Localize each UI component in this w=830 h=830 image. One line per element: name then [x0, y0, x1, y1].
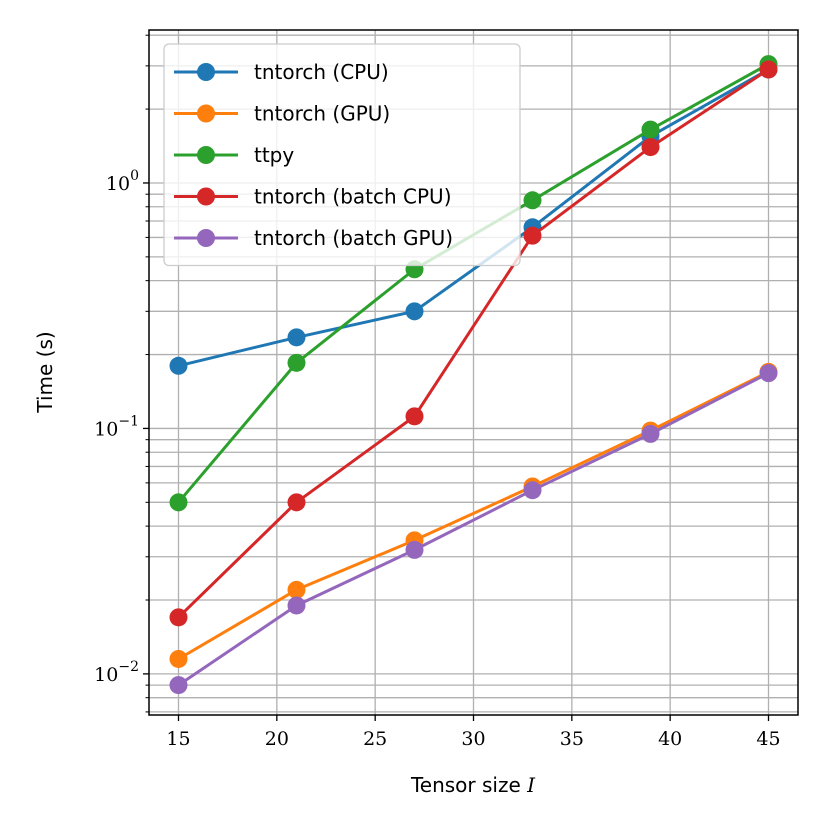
data-point: [287, 596, 306, 615]
x-axis-label-variable: I: [526, 773, 536, 797]
legend-entry: ttpy: [174, 143, 294, 167]
data-point: [169, 493, 188, 512]
y-axis-label: Time (s): [33, 331, 57, 413]
data-point: [169, 356, 188, 375]
data-point: [759, 364, 778, 383]
legend-label: tntorch (CPU): [254, 60, 389, 84]
x-tick-label: 40: [658, 728, 682, 750]
y-tick-base: 10: [94, 664, 118, 686]
y-tick-label: 100: [106, 168, 139, 195]
x-tick-label: 35: [560, 728, 584, 750]
legend-entry: tntorch (batch CPU): [174, 185, 452, 209]
legend-marker: [197, 146, 215, 164]
y-tick-label: 10−1: [94, 413, 139, 440]
data-point: [405, 407, 424, 426]
data-point: [287, 580, 306, 599]
data-point: [287, 353, 306, 372]
series-tntorch-batch-cpu: [169, 60, 778, 627]
legend-label: tntorch (batch CPU): [254, 185, 452, 209]
x-tick-label: 15: [166, 728, 190, 750]
x-tick-label: 30: [461, 728, 485, 750]
data-point: [523, 481, 542, 500]
data-point: [641, 120, 660, 139]
data-point: [405, 302, 424, 321]
data-point: [287, 493, 306, 512]
legend-marker: [197, 229, 215, 247]
series-line: [177, 371, 770, 687]
x-tick-label: 25: [363, 728, 387, 750]
data-point: [169, 676, 188, 695]
legend-entry: tntorch (GPU): [174, 102, 390, 126]
series-tntorch-batch-gpu: [169, 364, 778, 695]
y-tick-label: 10−2: [94, 659, 139, 686]
x-tick-label: 45: [756, 728, 780, 750]
legend-marker: [197, 187, 215, 206]
x-tick-label: 20: [265, 728, 289, 750]
y-tick-base: 10: [106, 173, 130, 195]
legend-box: [163, 43, 521, 267]
data-point: [641, 138, 660, 157]
data-point: [759, 60, 778, 79]
data-point: [641, 424, 660, 443]
legend-entry: tntorch (batch GPU): [174, 226, 453, 250]
x-axis-label-text: Tensor size: [410, 773, 521, 797]
data-point: [523, 191, 542, 210]
y-tick-exponent: 0: [130, 168, 139, 184]
legend-marker: [197, 104, 215, 123]
y-tick-base: 10: [94, 418, 118, 440]
data-point: [405, 540, 424, 559]
legend-label: ttpy: [254, 143, 294, 167]
legend-label: tntorch (batch GPU): [254, 226, 453, 250]
y-tick-exponent: −1: [118, 413, 139, 429]
legend-entry: tntorch (CPU): [174, 60, 389, 84]
legend-marker: [197, 63, 215, 81]
data-point: [523, 226, 542, 245]
legend: tntorch (CPU) tntorch (GPU) ttpy tntorch (b…: [163, 43, 521, 267]
x-axis-label: Tensor size I: [410, 773, 536, 797]
data-point: [169, 649, 188, 668]
data-point: [287, 328, 306, 347]
series-line: [178, 68, 770, 368]
legend-label: tntorch (GPU): [254, 102, 390, 126]
y-tick-exponent: −2: [118, 659, 139, 675]
data-point: [169, 608, 188, 627]
series-line: [177, 370, 770, 661]
series-line: [177, 68, 770, 619]
